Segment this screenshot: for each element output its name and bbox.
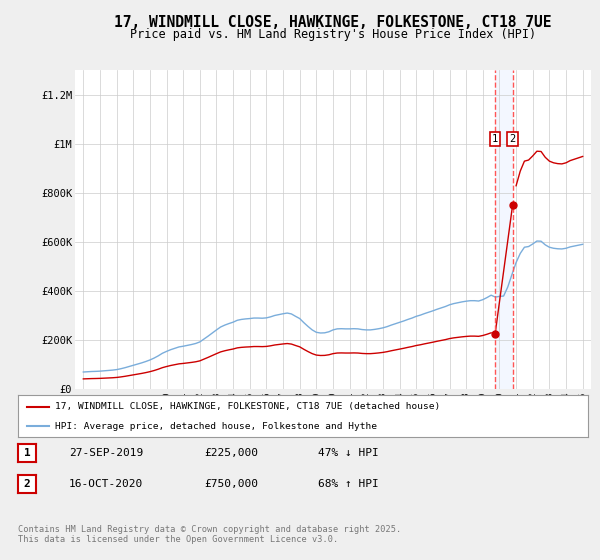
Text: 17, WINDMILL CLOSE, HAWKINGE, FOLKESTONE, CT18 7UE (detached house): 17, WINDMILL CLOSE, HAWKINGE, FOLKESTONE… <box>55 402 440 411</box>
Bar <box>495 70 512 389</box>
Text: Contains HM Land Registry data © Crown copyright and database right 2025.
This d: Contains HM Land Registry data © Crown c… <box>18 525 401 544</box>
Text: 17, WINDMILL CLOSE, HAWKINGE, FOLKESTONE, CT18 7UE: 17, WINDMILL CLOSE, HAWKINGE, FOLKESTONE… <box>114 15 552 30</box>
Text: £225,000: £225,000 <box>204 448 258 458</box>
Text: £750,000: £750,000 <box>204 479 258 489</box>
Text: 16-OCT-2020: 16-OCT-2020 <box>69 479 143 489</box>
Text: 1: 1 <box>23 448 31 458</box>
Text: 2: 2 <box>23 479 31 489</box>
Text: HPI: Average price, detached house, Folkestone and Hythe: HPI: Average price, detached house, Folk… <box>55 422 377 431</box>
Text: Price paid vs. HM Land Registry's House Price Index (HPI): Price paid vs. HM Land Registry's House … <box>130 28 536 41</box>
Text: 2: 2 <box>509 134 516 144</box>
Text: 68% ↑ HPI: 68% ↑ HPI <box>318 479 379 489</box>
Text: 47% ↓ HPI: 47% ↓ HPI <box>318 448 379 458</box>
Text: 1: 1 <box>492 134 498 144</box>
Text: 27-SEP-2019: 27-SEP-2019 <box>69 448 143 458</box>
